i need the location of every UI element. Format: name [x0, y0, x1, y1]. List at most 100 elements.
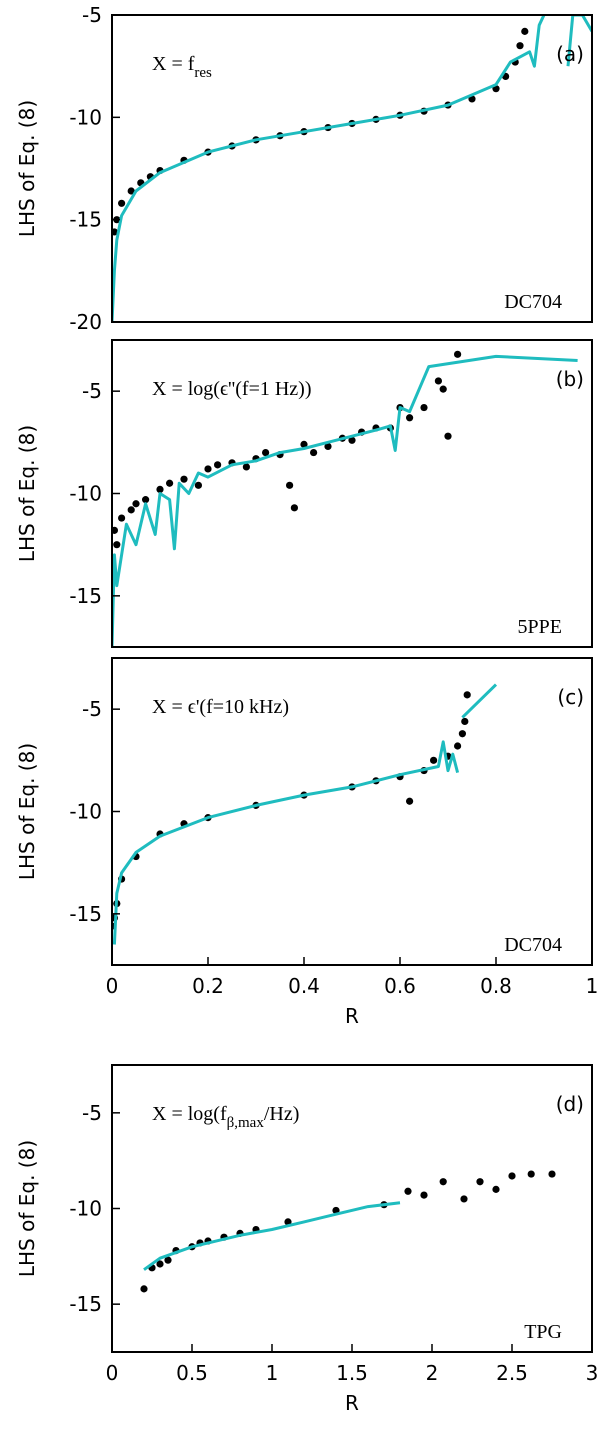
annotation-part: X = ϵ'(f=10 kHz) [152, 696, 289, 718]
panel-label: (d) [556, 1092, 584, 1116]
point [548, 1170, 556, 1178]
point [286, 481, 294, 489]
point [140, 1285, 148, 1293]
point [204, 465, 212, 473]
point [492, 1185, 500, 1193]
annotation-part: /Hz) [264, 1103, 300, 1125]
y-tick-label: -10 [69, 105, 102, 129]
y-tick-label: -20 [69, 310, 102, 334]
point [439, 1178, 447, 1186]
point [521, 27, 529, 35]
point [156, 1260, 164, 1268]
x-tick-label: 0.8 [480, 974, 512, 998]
annotation-part: X = f [152, 53, 195, 75]
annotation: X = fres [152, 53, 212, 81]
x-tick-label: 3 [586, 1361, 599, 1385]
y-tick-label: -5 [82, 3, 102, 27]
point [310, 448, 318, 457]
point [142, 496, 150, 504]
plot-frame [111, 657, 593, 966]
point [112, 228, 118, 236]
plot-area [140, 1170, 556, 1293]
point [242, 463, 250, 471]
x-axis-label: R [345, 1004, 359, 1028]
x-tick-label: 1 [266, 1361, 279, 1385]
y-tick-label: -10 [69, 800, 102, 824]
x-tick-label: 2.5 [496, 1361, 528, 1385]
y-axis-label: LHS of Eq. (8) [15, 743, 39, 880]
plot-frame [111, 339, 593, 648]
point [458, 730, 466, 738]
point [404, 1187, 412, 1195]
point [508, 1172, 516, 1180]
x-tick-label: 0.6 [384, 974, 416, 998]
point [461, 717, 469, 726]
point [284, 1218, 292, 1226]
point [324, 442, 332, 451]
y-tick-label: -15 [69, 1292, 102, 1316]
point [420, 403, 428, 412]
point [406, 414, 414, 422]
point [118, 514, 126, 522]
annotation: X = log(ϵ''(f=1 Hz)) [152, 378, 311, 400]
x-axis-label: R [345, 1391, 359, 1415]
point [290, 504, 298, 512]
point [112, 526, 118, 534]
point [420, 1191, 428, 1199]
y-axis-label: LHS of Eq. (8) [15, 100, 39, 237]
point [476, 1178, 484, 1186]
point [300, 440, 308, 448]
y-axis-label: LHS of Eq. (8) [15, 1140, 39, 1277]
plot-area [112, 15, 592, 322]
y-tick-label: -15 [69, 584, 102, 608]
x-tick-label: 0.5 [176, 1361, 208, 1385]
annotation: X = log(fβ,max/Hz) [152, 1103, 299, 1131]
annotation-part: β,max [227, 1115, 265, 1131]
point [439, 385, 447, 393]
sample-name: TPG [524, 1321, 562, 1343]
annotation-part: X = log(f [152, 1103, 227, 1125]
panel-label: (b) [556, 367, 584, 391]
point [113, 541, 121, 549]
point [180, 475, 188, 483]
panel-label: (a) [556, 42, 584, 66]
point [214, 461, 222, 469]
x-tick-label: 0 [106, 1361, 119, 1385]
x-tick-label: 0.4 [288, 974, 320, 998]
annotation: X = ϵ'(f=10 kHz) [152, 696, 289, 718]
point [463, 691, 471, 699]
x-tick-label: 0 [106, 974, 119, 998]
plot-frame [111, 1064, 593, 1353]
point [164, 1256, 172, 1264]
line [143, 1201, 401, 1271]
point [348, 436, 356, 444]
point [156, 485, 164, 494]
x-tick-label: 1.5 [336, 1361, 368, 1385]
point [194, 481, 202, 489]
y-tick-label: -5 [82, 379, 102, 403]
y-tick-label: -10 [69, 482, 102, 506]
x-tick-label: 0.2 [192, 974, 224, 998]
y-tick-label: -5 [82, 1101, 102, 1125]
point [434, 377, 442, 385]
plot-area [112, 683, 498, 945]
point [132, 500, 140, 508]
x-tick-label: 1 [586, 974, 599, 998]
point [430, 756, 438, 764]
line [112, 354, 578, 647]
y-axis-label: LHS of Eq. (8) [15, 425, 39, 562]
point [460, 1195, 468, 1203]
y-tick-label: -15 [69, 208, 102, 232]
annotation-part: res [194, 65, 212, 81]
annotation-part: X = log(ϵ''(f=1 Hz)) [152, 378, 311, 400]
point [454, 742, 462, 750]
y-tick-label: -5 [82, 697, 102, 721]
point [527, 1170, 535, 1178]
sample-name: 5PPE [518, 616, 562, 638]
sample-name: DC704 [504, 291, 562, 313]
line [112, 683, 498, 945]
point [406, 797, 414, 805]
point [127, 506, 135, 514]
y-tick-label: -10 [69, 1197, 102, 1221]
